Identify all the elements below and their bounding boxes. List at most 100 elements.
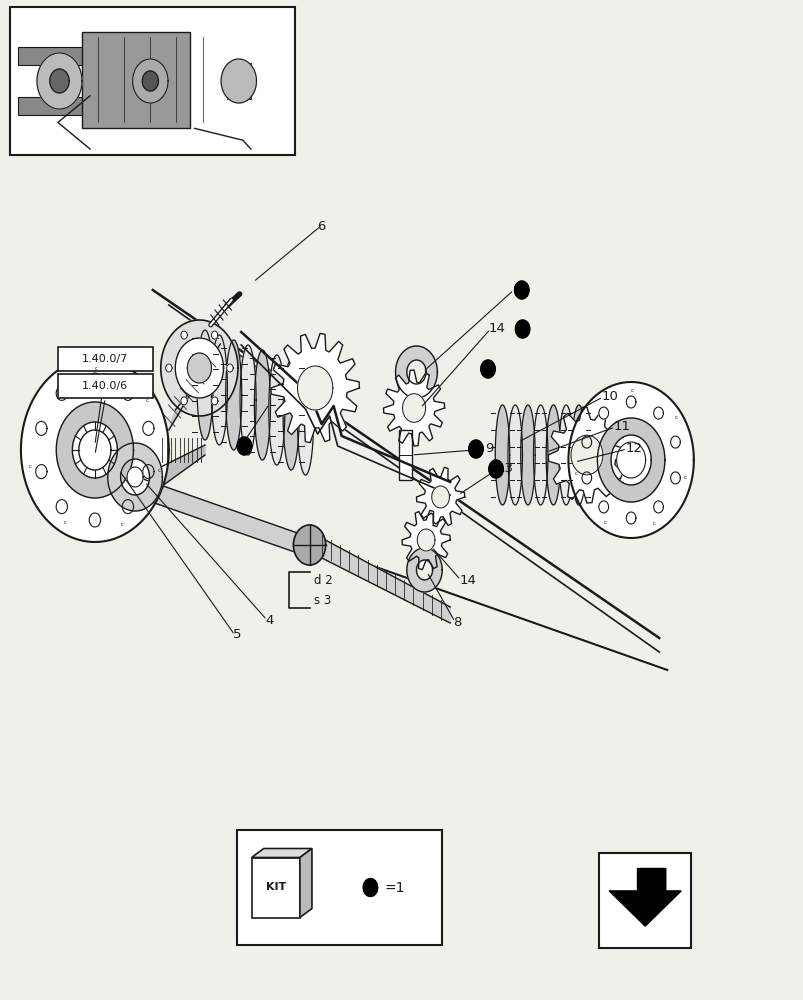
Bar xyxy=(226,63,251,99)
Polygon shape xyxy=(211,335,227,445)
Text: KIT: KIT xyxy=(265,882,286,892)
Text: 14: 14 xyxy=(459,574,475,586)
Polygon shape xyxy=(609,868,680,926)
Bar xyxy=(18,97,97,115)
Polygon shape xyxy=(226,340,242,450)
Text: 6: 6 xyxy=(317,220,325,232)
Polygon shape xyxy=(363,879,377,896)
Text: 12: 12 xyxy=(625,442,642,456)
Polygon shape xyxy=(89,373,100,387)
Polygon shape xyxy=(79,430,111,470)
Polygon shape xyxy=(417,529,434,551)
Polygon shape xyxy=(108,443,162,511)
Polygon shape xyxy=(127,467,143,487)
Polygon shape xyxy=(402,510,450,570)
Polygon shape xyxy=(616,442,645,478)
Polygon shape xyxy=(37,53,82,109)
Polygon shape xyxy=(268,355,284,465)
Polygon shape xyxy=(653,501,662,513)
Polygon shape xyxy=(35,421,47,435)
Bar xyxy=(58,347,153,371)
Polygon shape xyxy=(570,435,602,475)
Polygon shape xyxy=(122,386,133,400)
Polygon shape xyxy=(142,71,158,91)
Text: 8: 8 xyxy=(453,615,461,629)
Polygon shape xyxy=(56,500,67,514)
Text: c: c xyxy=(29,464,32,469)
Polygon shape xyxy=(211,331,218,339)
Polygon shape xyxy=(211,397,218,405)
Text: c: c xyxy=(674,415,677,420)
Text: 13: 13 xyxy=(495,462,512,476)
Text: c: c xyxy=(603,520,606,525)
Polygon shape xyxy=(626,512,635,524)
Polygon shape xyxy=(558,405,573,505)
Text: c: c xyxy=(157,468,160,473)
Polygon shape xyxy=(35,465,47,479)
Polygon shape xyxy=(670,436,679,448)
Bar xyxy=(398,430,411,480)
Polygon shape xyxy=(161,445,205,487)
Polygon shape xyxy=(56,402,133,498)
Polygon shape xyxy=(300,848,312,918)
Polygon shape xyxy=(402,394,425,422)
Polygon shape xyxy=(165,364,172,372)
Polygon shape xyxy=(143,479,303,555)
Polygon shape xyxy=(21,358,169,542)
Polygon shape xyxy=(240,345,256,455)
Polygon shape xyxy=(548,407,625,503)
Polygon shape xyxy=(293,525,325,565)
Polygon shape xyxy=(488,460,503,478)
Text: c: c xyxy=(95,366,98,371)
Text: 9: 9 xyxy=(484,442,492,456)
Polygon shape xyxy=(251,857,300,918)
Polygon shape xyxy=(143,421,154,435)
Polygon shape xyxy=(297,366,332,410)
Text: 5: 5 xyxy=(233,629,242,642)
Bar xyxy=(237,830,442,945)
Polygon shape xyxy=(169,344,220,430)
Text: s 3: s 3 xyxy=(313,594,330,606)
Polygon shape xyxy=(598,407,608,419)
Polygon shape xyxy=(653,407,662,419)
Polygon shape xyxy=(597,418,664,502)
Polygon shape xyxy=(416,467,464,527)
Polygon shape xyxy=(383,370,444,446)
Polygon shape xyxy=(221,59,256,103)
Polygon shape xyxy=(89,513,100,527)
Polygon shape xyxy=(514,281,528,299)
Polygon shape xyxy=(571,405,585,505)
Polygon shape xyxy=(226,364,233,372)
Polygon shape xyxy=(520,405,535,505)
Bar xyxy=(18,47,97,65)
Text: 1.40.0/7: 1.40.0/7 xyxy=(82,354,128,364)
Text: c: c xyxy=(574,471,577,476)
Bar xyxy=(10,7,295,155)
Text: c: c xyxy=(145,398,149,403)
Polygon shape xyxy=(626,396,635,408)
Polygon shape xyxy=(132,59,168,103)
Polygon shape xyxy=(187,353,211,383)
Bar xyxy=(58,374,153,398)
Text: c: c xyxy=(63,520,66,525)
Text: c: c xyxy=(120,522,124,527)
Polygon shape xyxy=(395,346,437,398)
Text: c: c xyxy=(652,521,655,526)
Polygon shape xyxy=(297,365,313,475)
Text: c: c xyxy=(683,475,687,480)
Polygon shape xyxy=(480,360,495,378)
Text: 4: 4 xyxy=(265,613,273,626)
Polygon shape xyxy=(197,330,213,440)
Text: 11: 11 xyxy=(613,420,630,434)
Text: 10: 10 xyxy=(601,390,618,403)
Text: =1: =1 xyxy=(385,880,405,894)
Polygon shape xyxy=(143,465,154,479)
Text: 1.40.0/6: 1.40.0/6 xyxy=(82,381,128,391)
Polygon shape xyxy=(406,548,442,592)
Bar xyxy=(598,853,691,948)
Polygon shape xyxy=(50,69,69,93)
Polygon shape xyxy=(598,501,608,513)
Text: d 2: d 2 xyxy=(313,574,332,586)
Polygon shape xyxy=(581,436,591,448)
Polygon shape xyxy=(316,535,450,623)
